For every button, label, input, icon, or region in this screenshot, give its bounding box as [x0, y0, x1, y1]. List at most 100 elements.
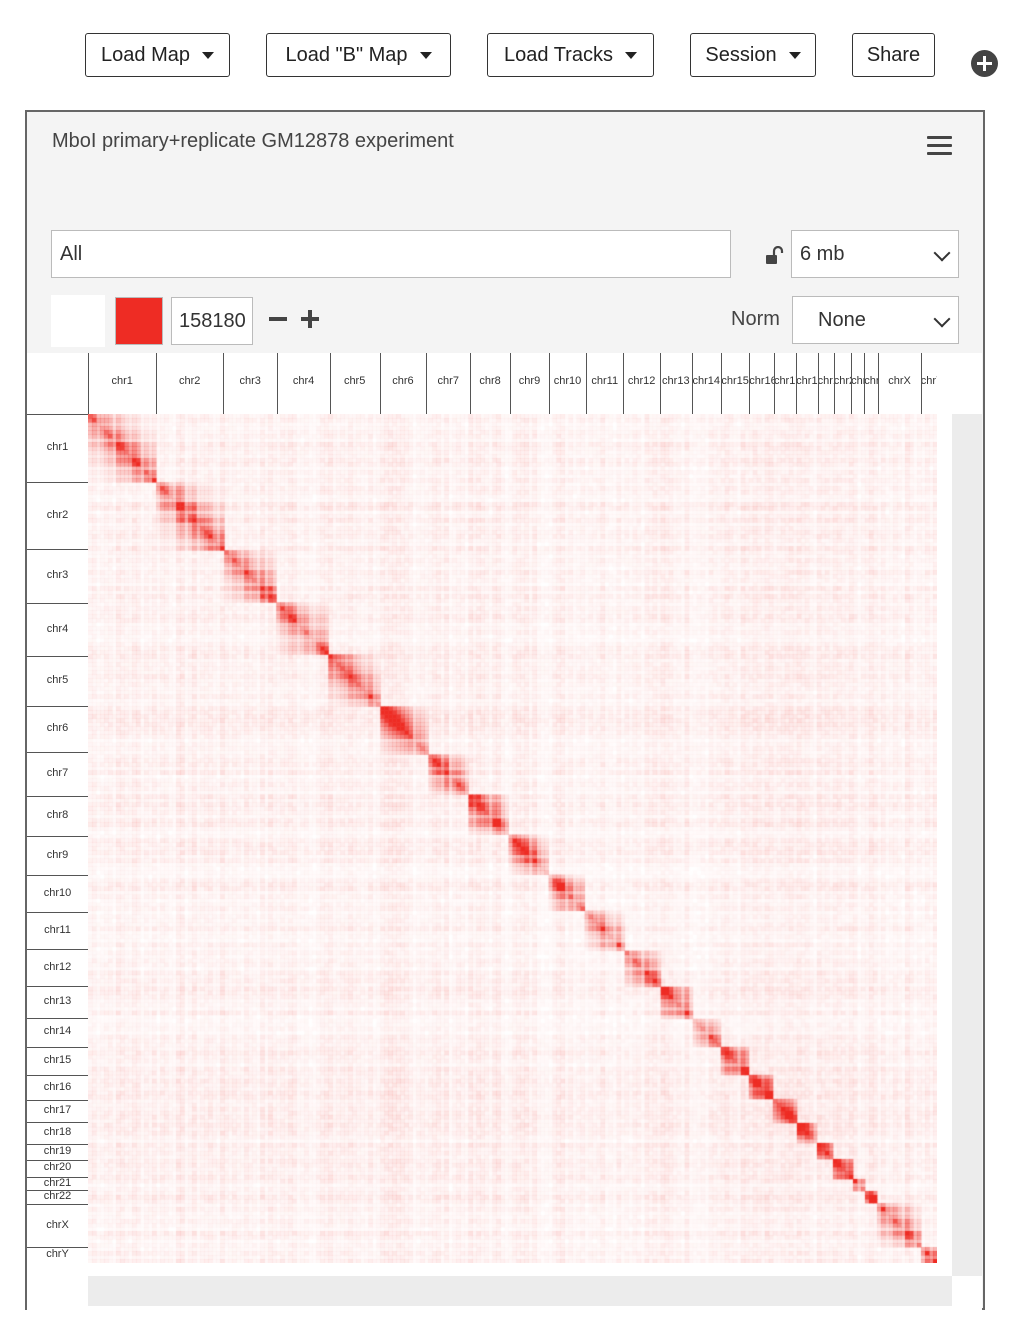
column-label-chr6[interactable]: chr6 — [392, 375, 414, 387]
row-tick — [27, 986, 88, 988]
minus-icon[interactable] — [269, 317, 287, 321]
contact-heatmap[interactable] — [88, 414, 937, 1263]
horizontal-scrollbar[interactable] — [88, 1276, 952, 1306]
load-map-label: Load Map — [101, 43, 190, 66]
row-label-chr14[interactable]: chr14 — [43, 1025, 72, 1038]
row-label-chr8[interactable]: chr8 — [46, 809, 69, 822]
column-label-chr17[interactable]: chr17 — [773, 375, 796, 387]
column-label-chr14[interactable]: chr14 — [692, 375, 721, 387]
row-tick — [27, 949, 88, 951]
caret-down-icon — [419, 51, 432, 59]
menu-icon[interactable] — [927, 136, 952, 156]
column-label-chr13[interactable]: chr13 — [662, 375, 690, 387]
hic-browser-panel: MboI primary+replicate GM12878 experimen… — [25, 110, 985, 1310]
column-tick — [623, 353, 625, 414]
column-label-chr20[interactable]: chr20 — [833, 375, 851, 387]
add-browser-icon[interactable] — [971, 50, 998, 77]
column-tick — [817, 353, 819, 414]
row-label-chr4[interactable]: chr4 — [46, 622, 69, 635]
column-label-chrX[interactable]: chrX — [888, 375, 911, 387]
row-label-chrY[interactable]: chrY — [46, 1247, 69, 1260]
locus-input[interactable]: All — [51, 230, 731, 278]
column-label-chr5[interactable]: chr5 — [343, 375, 366, 387]
row-tick — [27, 1159, 88, 1161]
column-label-chr11[interactable]: chr11 — [591, 375, 619, 387]
row-label-chr18[interactable]: chr18 — [43, 1125, 72, 1138]
row-label-chr7[interactable]: chr7 — [46, 767, 69, 780]
color-scale-input[interactable]: 158180 — [171, 297, 253, 345]
column-label-chrY[interactable]: chrY — [920, 375, 937, 387]
resolution-select[interactable]: 6 mb — [791, 230, 959, 278]
load-tracks-label: Load Tracks — [504, 43, 613, 66]
column-tick — [548, 353, 550, 414]
row-label-chr21[interactable]: chr21 — [43, 1176, 72, 1189]
row-label-chr6[interactable]: chr6 — [46, 721, 69, 734]
norm-label: Norm — [731, 308, 780, 330]
row-tick — [27, 836, 88, 838]
upper-color-swatch[interactable] — [115, 297, 163, 345]
row-tick — [27, 1190, 88, 1192]
row-label-chr11[interactable]: chr11 — [44, 923, 71, 936]
lower-color-swatch[interactable] — [51, 295, 105, 347]
column-label-chr22[interactable]: chr22 — [864, 375, 879, 387]
caret-down-icon — [201, 51, 214, 59]
column-label-chr10[interactable]: chr10 — [553, 375, 582, 387]
row-label-chr5[interactable]: chr5 — [46, 673, 69, 686]
row-label-chr15[interactable]: chr15 — [43, 1054, 72, 1067]
plus-icon[interactable] — [301, 310, 319, 328]
column-label-chr19[interactable]: chr19 — [817, 375, 834, 387]
row-label-chr2[interactable]: chr2 — [46, 508, 69, 521]
row-label-chr19[interactable]: chr19 — [43, 1144, 72, 1157]
row-label-chr20[interactable]: chr20 — [43, 1161, 72, 1174]
column-tick — [156, 353, 158, 414]
column-label-chr16[interactable]: chr16 — [749, 375, 774, 387]
row-label-chr13[interactable]: chr13 — [43, 994, 72, 1007]
load-tracks-button[interactable]: Load Tracks — [487, 33, 654, 77]
row-label-chrX[interactable]: chrX — [46, 1218, 69, 1231]
row-label-chr1[interactable]: chr1 — [46, 441, 69, 454]
column-tick — [277, 353, 279, 414]
row-tick — [27, 874, 88, 876]
row-label-chr22[interactable]: chr22 — [43, 1190, 72, 1203]
column-chromosome-ruler[interactable]: chr1 chr2 chr3 chr4 chr5 chr6 chr7 chr8 chr9 chr1… — [88, 353, 954, 414]
column-label-chr15[interactable]: chr15 — [721, 375, 749, 387]
column-label-chr3[interactable]: chr3 — [239, 375, 261, 387]
column-label-chr2[interactable]: chr2 — [178, 375, 201, 387]
row-label-chr3[interactable]: chr3 — [46, 569, 69, 582]
row-label-chr17[interactable]: chr17 — [43, 1104, 72, 1117]
row-chromosome-ruler[interactable]: chr1 chr2 chr3 chr4 chr5 chr6 chr7 chr8 chr9 chr1… — [27, 414, 88, 1307]
chevron-down-icon — [933, 244, 951, 262]
session-button[interactable]: Session — [690, 33, 816, 77]
column-label-chr9[interactable]: chr9 — [518, 375, 541, 387]
unlock-icon[interactable] — [764, 246, 784, 266]
column-tick — [470, 353, 472, 414]
row-label-chr10[interactable]: chr10 — [43, 886, 72, 899]
column-label-chr18[interactable]: chr18 — [796, 375, 818, 387]
column-tick — [851, 353, 853, 414]
column-tick — [329, 353, 331, 414]
norm-select[interactable]: None — [792, 296, 959, 344]
column-label-chr8[interactable]: chr8 — [479, 375, 501, 387]
column-tick — [223, 353, 225, 414]
column-label-chr7[interactable]: chr7 — [437, 375, 459, 387]
row-label-chr12[interactable]: chr12 — [43, 960, 72, 973]
row-tick — [27, 1046, 88, 1048]
row-tick — [27, 1099, 88, 1101]
share-button[interactable]: Share — [852, 33, 935, 77]
column-label-chr21[interactable]: chr21 — [851, 375, 864, 387]
column-label-chr4[interactable]: chr4 — [292, 375, 315, 387]
column-tick — [773, 353, 775, 414]
column-tick — [796, 353, 798, 414]
column-label-chr1[interactable]: chr1 — [111, 375, 133, 387]
vertical-scrollbar[interactable] — [952, 414, 982, 1276]
row-label-chr9[interactable]: chr9 — [46, 848, 69, 861]
column-label-chr12[interactable]: chr12 — [627, 375, 656, 387]
load-map-button[interactable]: Load Map — [85, 33, 230, 77]
row-tick — [27, 1075, 88, 1077]
row-tick — [27, 796, 88, 798]
row-label-chr16[interactable]: chr16 — [43, 1080, 72, 1093]
row-tick — [27, 1246, 88, 1248]
column-tick — [586, 353, 588, 414]
load-b-map-button[interactable]: Load "B" Map — [266, 33, 451, 77]
row-tick — [27, 655, 88, 657]
